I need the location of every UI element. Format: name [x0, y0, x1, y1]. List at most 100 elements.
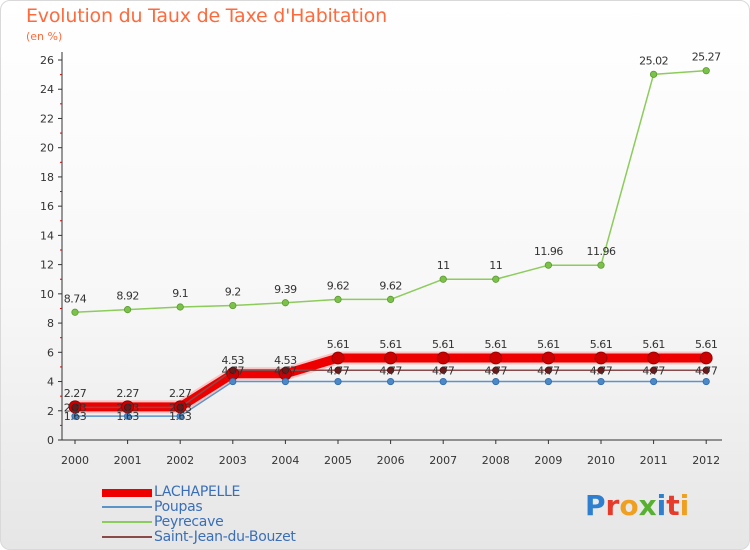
- legend-item-saint-jean-du-bouzet: Saint-Jean-du-Bouzet: [102, 529, 362, 545]
- logo-letter: x: [638, 489, 657, 522]
- data-point-peyrecave: [386, 295, 395, 303]
- data-label-saint-jean-du-bouzet: 4.77: [642, 364, 665, 377]
- y-tick-label: 10: [40, 288, 54, 301]
- data-label-peyrecave: 9.62: [327, 279, 350, 292]
- data-point-poupas: [597, 377, 605, 386]
- y-tick-label: 12: [40, 259, 54, 272]
- data-label-saint-jean-du-bouzet: 2.23: [64, 401, 87, 414]
- data-point-poupas: [649, 377, 658, 386]
- y-tick-label: 14: [40, 229, 54, 242]
- data-point-poupas: [702, 377, 710, 386]
- data-label-peyrecave: 9.62: [379, 279, 402, 292]
- y-tick-label: 6: [47, 346, 54, 359]
- legend-label: Saint-Jean-du-Bouzet: [154, 529, 296, 545]
- data-point-poupas: [439, 377, 447, 386]
- legend-item-lachapelle: LACHAPELLE: [102, 484, 362, 500]
- data-point-poupas: [176, 412, 184, 420]
- data-label-peyrecave: 11: [489, 259, 502, 272]
- legend-swatch-poupas: [102, 506, 152, 508]
- x-tick-label: 2008: [482, 454, 510, 467]
- y-tick-label: 16: [40, 200, 54, 213]
- x-tick-label: 2005: [324, 454, 352, 467]
- data-label-saint-jean-du-bouzet: 4.77: [222, 364, 245, 377]
- data-label-poupas: 1.63: [64, 410, 87, 423]
- data-label-lachapelle: 5.61: [695, 338, 718, 351]
- data-label-poupas: 1.63: [116, 410, 139, 423]
- x-tick-label: 2003: [219, 454, 247, 467]
- y-tick-label: 22: [40, 112, 54, 125]
- data-label-lachapelle: 5.61: [485, 338, 508, 351]
- data-label-lachapelle: 5.61: [327, 338, 350, 351]
- data-point-saint-jean-du-bouzet: [649, 366, 658, 374]
- legend-swatch-lachapelle: [102, 489, 152, 497]
- data-point-saint-jean-du-bouzet: [71, 403, 79, 412]
- data-label-peyrecave: 11: [437, 259, 450, 272]
- data-point-poupas: [124, 412, 132, 420]
- data-label-lachapelle: 5.61: [642, 338, 665, 351]
- y-tick-label: 0: [47, 434, 54, 447]
- data-label-peyrecave: 25.27: [692, 51, 721, 64]
- data-point-lachapelle: [331, 351, 345, 365]
- legend: LACHAPELLE Poupas Peyrecave Saint-Jean-d…: [102, 484, 362, 545]
- logo-letter: t: [666, 489, 680, 522]
- data-label-lachapelle: 5.61: [432, 338, 455, 351]
- x-tick-label: 2004: [271, 454, 299, 467]
- data-point-poupas: [544, 377, 553, 386]
- data-label-peyrecave: 11.96: [587, 245, 616, 258]
- data-label-peyrecave: 9.2: [225, 286, 241, 299]
- data-label-peyrecave: 8.92: [116, 290, 139, 303]
- data-point-poupas: [71, 412, 79, 420]
- data-point-peyrecave: [229, 301, 237, 310]
- data-label-saint-jean-du-bouzet: 4.77: [695, 364, 718, 377]
- data-point-saint-jean-du-bouzet: [597, 366, 605, 374]
- data-point-lachapelle: [489, 351, 503, 365]
- data-point-saint-jean-du-bouzet: [176, 403, 184, 412]
- data-point-saint-jean-du-bouzet: [334, 366, 342, 374]
- x-tick-label: 2002: [166, 454, 194, 467]
- legend-swatch-peyrecave: [102, 521, 152, 523]
- data-point-poupas: [386, 377, 395, 386]
- legend-item-poupas: Poupas: [102, 499, 362, 515]
- data-point-lachapelle: [699, 351, 713, 365]
- data-point-lachapelle: [384, 351, 398, 365]
- logo-letter: i: [656, 489, 667, 522]
- logo-letter: i: [679, 489, 690, 522]
- data-point-peyrecave: [649, 70, 658, 78]
- legend-label: Peyrecave: [154, 514, 224, 530]
- x-tick-label: 2009: [534, 454, 562, 467]
- chart-subtitle: (en %): [26, 30, 63, 43]
- data-label-peyrecave: 9.1: [172, 287, 188, 300]
- data-point-poupas: [281, 377, 289, 386]
- data-label-peyrecave: 8.74: [64, 292, 87, 305]
- data-point-lachapelle: [594, 351, 608, 365]
- data-label-lachapelle: 2.27: [169, 387, 192, 400]
- data-label-saint-jean-du-bouzet: 4.77: [379, 364, 402, 377]
- data-point-lachapelle: [542, 351, 555, 365]
- data-point-lachapelle: [436, 351, 450, 365]
- data-label-peyrecave: 9.39: [274, 283, 297, 296]
- data-point-saint-jean-du-bouzet: [281, 366, 289, 374]
- data-label-peyrecave: 11.96: [534, 245, 563, 258]
- y-tick-label: 24: [40, 83, 54, 96]
- data-point-saint-jean-du-bouzet: [124, 403, 132, 412]
- data-label-poupas: 1.63: [169, 410, 192, 423]
- x-tick-label: 2006: [377, 454, 405, 467]
- data-label-saint-jean-du-bouzet: 4.77: [485, 364, 508, 377]
- x-tick-label: 2007: [429, 454, 457, 467]
- data-label-saint-jean-du-bouzet: 4.77: [432, 364, 455, 377]
- data-label-lachapelle: 5.61: [379, 338, 402, 351]
- data-point-saint-jean-du-bouzet: [492, 366, 500, 374]
- data-point-peyrecave: [492, 275, 500, 283]
- data-label-saint-jean-du-bouzet: 2.23: [169, 401, 192, 414]
- y-tick-label: 26: [40, 54, 54, 67]
- data-label-lachapelle: 5.61: [537, 338, 560, 351]
- data-label-saint-jean-du-bouzet: 4.77: [537, 364, 560, 377]
- x-tick-label: 2011: [640, 454, 668, 467]
- x-tick-label: 2001: [114, 454, 142, 467]
- data-label-lachapelle: 2.27: [116, 387, 139, 400]
- data-point-saint-jean-du-bouzet: [229, 366, 237, 374]
- data-point-peyrecave: [702, 67, 710, 75]
- y-tick-label: 2: [47, 405, 54, 418]
